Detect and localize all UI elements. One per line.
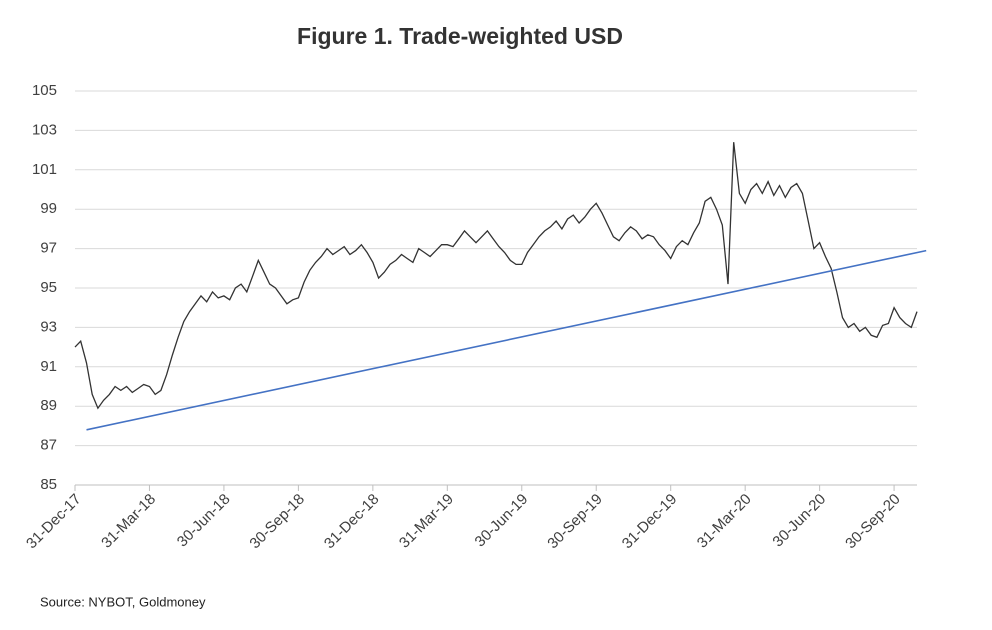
x-tick-label: 30-Sep-20 — [842, 491, 904, 553]
x-tick-label: 31-Dec-19 — [619, 491, 681, 553]
x-tick-label: 30-Sep-18 — [246, 491, 308, 553]
x-tick-label: 30-Jun-19 — [472, 491, 532, 551]
chart-title: Figure 1. Trade-weighted USD — [297, 23, 623, 49]
x-tick-label: 31-Mar-18 — [98, 491, 159, 552]
trend-line — [86, 249, 927, 431]
y-tick-label: 93 — [40, 318, 57, 335]
price-line — [74, 142, 918, 410]
y-tick-label: 87 — [40, 437, 57, 454]
y-tick-label: 103 — [32, 121, 57, 138]
y-tick-label: 97 — [40, 240, 57, 257]
y-tick-label: 95 — [40, 279, 57, 296]
y-tick-label: 101 — [32, 161, 57, 178]
y-tick-label: 91 — [40, 358, 57, 375]
y-tick-label: 99 — [40, 200, 57, 217]
x-tick-label: 30-Jun-20 — [769, 491, 829, 551]
y-tick-label: 105 — [32, 82, 57, 99]
x-tick-label: 31-Dec-17 — [23, 491, 85, 553]
x-tick-label: 31-Mar-19 — [396, 491, 457, 552]
x-tick-label: 30-Sep-19 — [544, 491, 606, 553]
y-tick-label: 85 — [40, 476, 57, 493]
x-tick-label: 31-Mar-20 — [694, 491, 755, 552]
x-tick-label: 30-Jun-18 — [174, 491, 234, 551]
x-tick-label: 31-Dec-18 — [321, 491, 383, 553]
source-note: Source: NYBOT, Goldmoney — [40, 594, 206, 609]
y-tick-label: 89 — [40, 397, 57, 414]
